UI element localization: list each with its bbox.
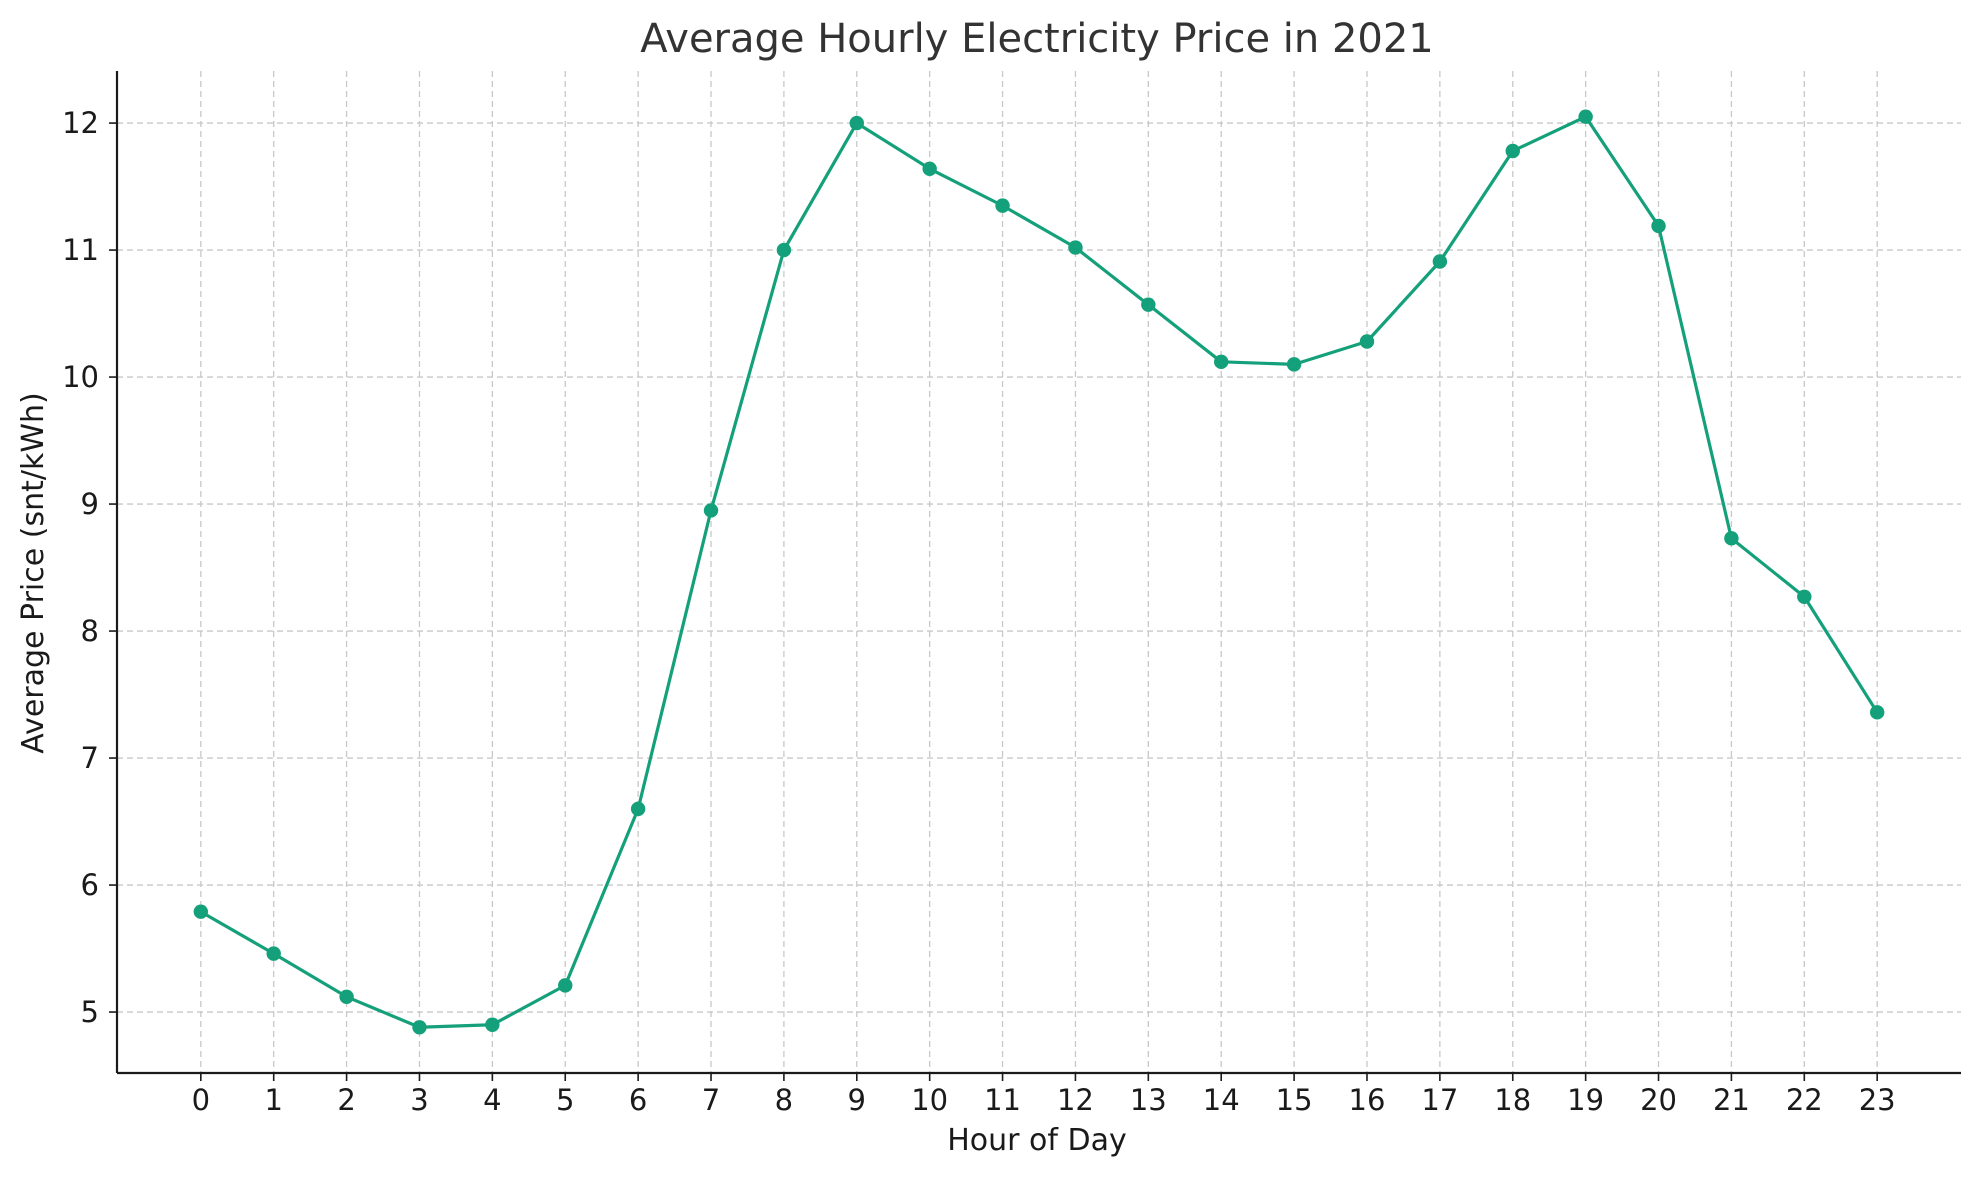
- y-axis-label: Average Price (snt/kWh): [16, 392, 51, 753]
- x-tick-label: 4: [483, 1083, 501, 1117]
- y-tick-label: 9: [81, 487, 99, 521]
- x-tick-label: 20: [1640, 1083, 1677, 1117]
- x-tick-label: 2: [337, 1083, 355, 1117]
- x-tick-label: 5: [556, 1083, 574, 1117]
- data-point: [558, 978, 573, 993]
- chart-title: Average Hourly Electricity Price in 2021: [640, 16, 1434, 62]
- data-point: [630, 801, 646, 817]
- x-tick-label: 18: [1494, 1083, 1531, 1117]
- y-tick-label: 6: [81, 868, 99, 902]
- x-tick-label: 17: [1421, 1083, 1458, 1117]
- x-tick-label: 22: [1786, 1083, 1823, 1117]
- data-point: [1214, 354, 1229, 370]
- x-tick-label: 10: [911, 1083, 948, 1117]
- data-point: [266, 946, 281, 961]
- data-point: [1869, 705, 1885, 720]
- x-tick-label: 0: [192, 1083, 210, 1117]
- data-point: [1505, 143, 1520, 159]
- data-point: [412, 1020, 427, 1035]
- data-point: [922, 161, 937, 176]
- x-tick-label: 8: [775, 1083, 793, 1117]
- data-point: [1724, 531, 1739, 546]
- y-axis-ticks: 5 6 7 8 9 10 11 12: [62, 106, 117, 1029]
- y-tick-label: 12: [62, 106, 99, 140]
- x-tick-label: 12: [1057, 1083, 1094, 1117]
- data-point: [1286, 357, 1302, 372]
- data-point: [849, 115, 864, 131]
- data-point: [1651, 218, 1666, 234]
- x-axis-label: Hour of Day: [947, 1123, 1127, 1158]
- y-tick-label: 8: [81, 614, 99, 648]
- data-point: [1797, 589, 1812, 604]
- x-tick-label: 13: [1130, 1083, 1167, 1117]
- x-tick-label: 3: [410, 1083, 428, 1117]
- x-tick-label: 1: [264, 1083, 282, 1117]
- y-tick-label: 11: [62, 233, 99, 267]
- x-tick-label: 16: [1349, 1083, 1386, 1117]
- data-point: [1359, 334, 1375, 349]
- x-tick-label: 6: [629, 1083, 647, 1117]
- data-point: [193, 904, 209, 919]
- y-tick-label: 5: [81, 995, 99, 1029]
- y-tick-label: 7: [81, 741, 99, 775]
- x-tick-label: 23: [1859, 1083, 1896, 1117]
- data-series: [193, 109, 1885, 1035]
- x-tick-label: 21: [1713, 1083, 1750, 1117]
- x-tick-label: 9: [848, 1083, 866, 1117]
- data-point: [703, 503, 719, 518]
- x-tick-label: 7: [702, 1083, 720, 1117]
- grid: [117, 71, 1961, 1073]
- y-tick-label: 10: [62, 360, 99, 394]
- data-point: [1141, 297, 1156, 312]
- axes: [115, 71, 1961, 1075]
- x-axis-ticks: 0 1 2 3 4 5 6 7 8 9 10 11 12 13 14 15 16 17 18 19 20 21 22 23: [192, 1073, 1896, 1117]
- data-point: [995, 198, 1010, 213]
- data-point: [339, 989, 354, 1005]
- x-tick-label: 19: [1567, 1083, 1604, 1117]
- data-point: [776, 242, 792, 258]
- data-point: [1068, 240, 1083, 255]
- data-point: [485, 1017, 500, 1032]
- x-tick-label: 11: [984, 1083, 1021, 1117]
- x-tick-label: 14: [1203, 1083, 1240, 1117]
- series-line: [199, 115, 1879, 1029]
- x-tick-label: 15: [1276, 1083, 1313, 1117]
- data-point: [1432, 254, 1448, 269]
- data-point: [1578, 109, 1593, 124]
